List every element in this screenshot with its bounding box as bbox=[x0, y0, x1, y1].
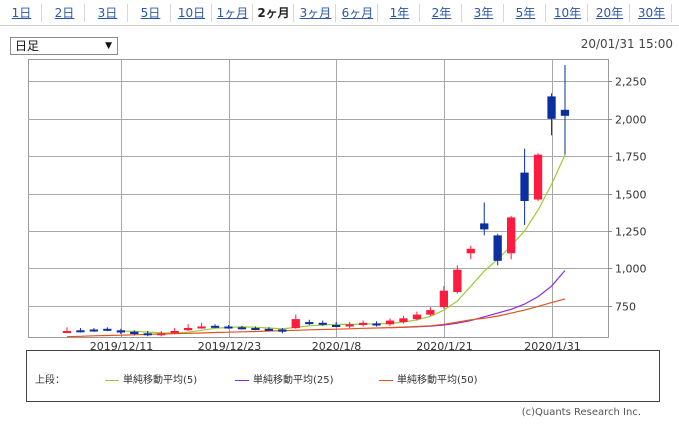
candle-body bbox=[332, 325, 341, 327]
candle-body bbox=[62, 331, 72, 333]
chart-type-select[interactable]: 日足 ▼ bbox=[10, 37, 118, 55]
tab-3[interactable]: 5日 bbox=[131, 4, 171, 22]
tab-10[interactable]: 2年 bbox=[422, 4, 462, 22]
y-tick-label: 1,250 bbox=[615, 226, 647, 239]
candle-body bbox=[560, 109, 570, 116]
candle-body bbox=[453, 269, 462, 293]
y-tick-label: 2,000 bbox=[615, 114, 647, 127]
chart-type-value: 日足 bbox=[15, 39, 40, 53]
y-tick-label: 1,750 bbox=[615, 151, 647, 164]
candle-body bbox=[264, 328, 273, 331]
legend-label-ma50: 単純移動平均(50) bbox=[397, 375, 478, 386]
candle-body bbox=[89, 329, 98, 332]
candle-body bbox=[197, 326, 206, 329]
candle-body bbox=[507, 217, 516, 254]
tab-14[interactable]: 20年 bbox=[590, 4, 630, 22]
y-tick-label: 750 bbox=[615, 301, 636, 314]
chart-legend: 上段： 単純移動平均(5) 単純移動平均(25) 単純移動平均(50) bbox=[26, 350, 660, 402]
legend-caption: 上段： bbox=[35, 375, 65, 386]
last-updated-timestamp: 20/01/31 15:00 bbox=[580, 37, 673, 51]
legend-item-ma25: 単純移動平均(25) bbox=[235, 371, 334, 386]
candle-body bbox=[116, 330, 125, 333]
tab-2[interactable]: 3日 bbox=[88, 4, 128, 22]
tab-13[interactable]: 10年 bbox=[548, 4, 588, 22]
candle-body bbox=[291, 319, 300, 329]
legend-swatch-ma25 bbox=[235, 379, 249, 381]
candle-body bbox=[143, 333, 152, 336]
legend-item-ma5: 単純移動平均(5) bbox=[105, 371, 197, 386]
candle-body bbox=[399, 318, 408, 322]
candle-body bbox=[520, 172, 529, 201]
tab-1[interactable]: 2日 bbox=[45, 4, 85, 22]
candle-body bbox=[466, 248, 475, 254]
candle-body bbox=[372, 323, 381, 326]
x-tick-label: 2020/1/8 bbox=[312, 340, 361, 350]
candle-body bbox=[210, 325, 220, 328]
candle-body bbox=[251, 328, 260, 330]
candle-body bbox=[345, 324, 354, 327]
tab-0[interactable]: 1日 bbox=[2, 4, 42, 22]
chevron-down-icon: ▼ bbox=[105, 41, 112, 51]
candle-body bbox=[184, 328, 193, 331]
tab-6[interactable]: 2ヶ月 bbox=[254, 4, 294, 22]
x-tick-label: 2019/12/23 bbox=[198, 340, 261, 350]
legend-label-ma25: 単純移動平均(25) bbox=[253, 375, 334, 386]
x-tick-label: 2019/12/11 bbox=[90, 340, 153, 350]
ma-line-0 bbox=[120, 154, 566, 334]
candle-body bbox=[76, 330, 85, 333]
legend-label-ma5: 単純移動平均(5) bbox=[123, 375, 198, 386]
candle-body bbox=[385, 320, 395, 325]
candle-body bbox=[480, 223, 489, 230]
x-tick-label: 2020/1/31 bbox=[524, 340, 580, 350]
legend-item-ma50: 単純移動平均(50) bbox=[379, 371, 478, 386]
tab-11[interactable]: 3年 bbox=[464, 4, 504, 22]
tab-12[interactable]: 5年 bbox=[506, 4, 546, 22]
tab-15[interactable]: 30年 bbox=[632, 4, 672, 22]
y-tick-label: 1,500 bbox=[615, 189, 647, 202]
x-tick-label: 2020/1/21 bbox=[416, 340, 472, 350]
candle-body bbox=[305, 322, 314, 325]
legend-swatch-ma5 bbox=[105, 379, 119, 381]
price-chart: 750 1,000 1,250 1,500 1,750 2,000 2,250 2019/12… bbox=[28, 59, 647, 350]
candle-body bbox=[439, 290, 448, 308]
candle-body bbox=[103, 328, 112, 331]
candle-body bbox=[493, 235, 502, 261]
tab-9[interactable]: 1年 bbox=[380, 4, 420, 22]
candle-body bbox=[170, 331, 179, 334]
candle-body bbox=[157, 333, 166, 336]
tab-5[interactable]: 1ヶ月 bbox=[213, 4, 253, 22]
candle-body bbox=[318, 322, 327, 325]
copyright-credit: (c)Quants Research Inc. bbox=[521, 407, 641, 418]
candle-body bbox=[412, 314, 422, 320]
candle-body bbox=[278, 329, 287, 332]
tab-7[interactable]: 3ヶ月 bbox=[296, 4, 336, 22]
tab-4[interactable]: 10日 bbox=[172, 4, 212, 22]
candle-body bbox=[426, 310, 435, 315]
candle-body bbox=[533, 154, 543, 200]
period-tab-bar: 1日 2日 3日 5日 10日 1ヶ月 2ヶ月 3ヶ月 6ヶ月 1年 2年 3年 5年 10年 20年 30年 bbox=[0, 0, 679, 26]
candle-body bbox=[358, 322, 368, 325]
legend-swatch-ma50 bbox=[379, 379, 393, 381]
y-tick-label: 1,000 bbox=[615, 263, 647, 276]
candle-body bbox=[547, 96, 556, 119]
plot-area bbox=[28, 59, 609, 338]
candle-body bbox=[130, 331, 139, 334]
candle-body bbox=[237, 327, 247, 330]
y-tick-label: 2,250 bbox=[615, 76, 647, 89]
candle-body bbox=[224, 326, 233, 329]
tab-8[interactable]: 6ヶ月 bbox=[338, 4, 378, 22]
